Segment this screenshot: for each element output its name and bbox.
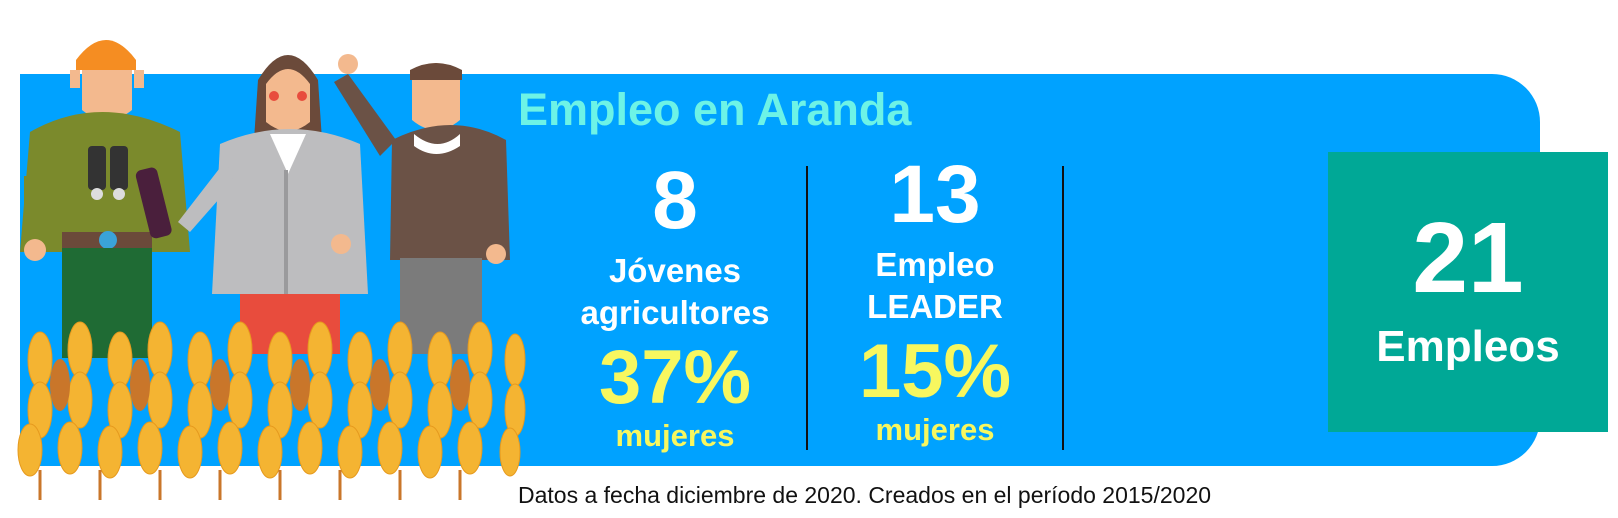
total-label: Empleos (1376, 322, 1560, 371)
stat-number: 13 (889, 149, 981, 240)
total-number: 21 (1412, 202, 1524, 314)
divider (1062, 166, 1064, 450)
section-title: Empleo en Aranda (518, 84, 912, 135)
stat-label-line1: Empleo (875, 246, 995, 283)
stat-percent: 15% (858, 329, 1012, 414)
stat-percent-label: mujeres (875, 412, 995, 447)
farmer-woman-figure (178, 55, 368, 354)
stat-label-line1: Jóvenes (608, 252, 742, 289)
farmers-illustration (17, 40, 526, 500)
stat-percent: 37% (598, 335, 752, 420)
stat-number: 8 (652, 155, 698, 246)
stat-percent-label: mujeres (615, 418, 735, 453)
stat-leader-employment: 13 Empleo LEADER 15% mujeres (820, 154, 1050, 448)
total-jobs-box: 21 Empleos (1328, 152, 1608, 432)
farmer-with-binoculars-figure (20, 40, 190, 358)
divider (806, 166, 808, 450)
stat-label-line2: LEADER (867, 288, 1003, 325)
stat-young-farmers: 8 Jóvenes agricultores 37% mujeres (560, 160, 790, 454)
footnote: Datos a fecha diciembre de 2020. Creados… (518, 482, 1212, 508)
stat-label-line2: agricultores (580, 294, 770, 331)
farmer-waving-figure (334, 54, 510, 354)
wheat-field-illustration (17, 321, 526, 500)
